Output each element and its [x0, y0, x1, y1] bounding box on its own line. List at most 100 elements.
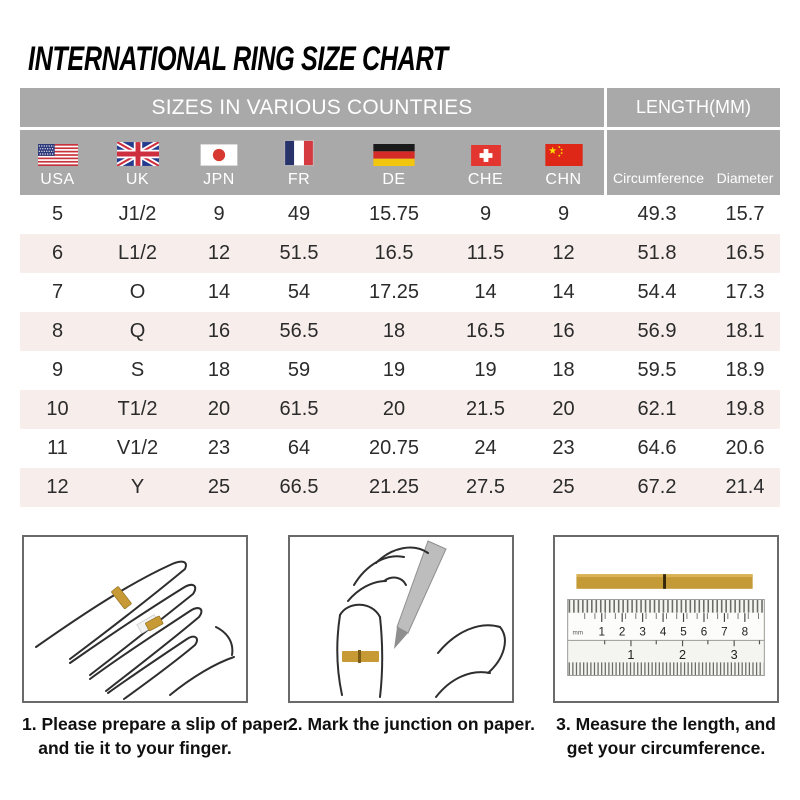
table-row: 5 J1/2 9 49 15.75 9 9 49.3 15.7 [20, 195, 780, 234]
table-cell: 16.5 [374, 242, 414, 264]
table-cell: 25 [207, 476, 231, 498]
instruction-step-3: mm 1 2 3 4 5 6 7 8 [553, 535, 779, 760]
table-cell: 54.4 [637, 281, 677, 303]
table-cell: 15.75 [368, 203, 420, 225]
table-cell: 20 [382, 398, 406, 420]
table-cell: 66.5 [279, 476, 319, 498]
table-cell: 49 [287, 203, 311, 225]
circumference-header: Circumference [604, 130, 710, 195]
table-row: 7 O 14 54 17.25 14 14 54.4 17.3 [20, 273, 780, 312]
table-cell: 18 [207, 359, 231, 381]
ruler-cm-number: 6 [701, 626, 708, 639]
table-cell: 6 [51, 242, 64, 264]
ruler-cm-number: 4 [660, 626, 667, 639]
table-cell: 20 [207, 398, 231, 420]
step2-caption: 2. Mark the junction on paper. [288, 712, 535, 736]
table-cell: 23 [552, 437, 575, 459]
table-cell: 24 [474, 437, 497, 459]
table-cell: 5 [51, 203, 64, 225]
table-cell: 67.2 [637, 476, 677, 498]
table-cell: 18.1 [725, 320, 765, 342]
table-cell: 12 [46, 476, 69, 498]
france-flag-icon [284, 140, 314, 166]
uk-flag-icon [115, 139, 160, 169]
group-header-sizes: SIZES IN VARIOUS COUNTRIES [20, 88, 604, 130]
table-row: 6 L1/2 12 51.5 16.5 11.5 12 51.8 16.5 [20, 234, 780, 273]
table-cell: 14 [552, 281, 575, 303]
ruler-inch-number: 3 [731, 648, 738, 662]
country-header-uk: UK [95, 130, 180, 195]
page-title: INTERNATIONAL RING SIZE CHART [28, 40, 448, 78]
japan-flag-icon [200, 144, 238, 166]
table-cell: 9 [557, 203, 570, 225]
usa-flag-icon [37, 144, 78, 166]
table-cell: 61.5 [279, 398, 319, 420]
china-flag-icon [544, 144, 583, 166]
ruler-cm-number: 5 [680, 626, 687, 639]
table-header: SIZES IN VARIOUS COUNTRIES LENGTH(MM) [20, 88, 780, 195]
table-cell: 18 [552, 359, 575, 381]
table-cell: 59.5 [637, 359, 677, 381]
table-cell: 15.7 [725, 203, 765, 225]
table-body: 5 J1/2 9 49 15.75 9 9 49.3 15.7 6 L1/2 12 51.5 16.5 11… [20, 195, 780, 507]
table-cell: 9 [213, 203, 225, 225]
caption-line: and tie it to your finger. [38, 738, 232, 758]
table-cell: 8 [51, 320, 64, 342]
table-cell: 11.5 [466, 242, 505, 264]
instruction-step-1: 1. Please prepare a slip of paper and ti… [22, 535, 290, 760]
switzerland-flag-icon [470, 145, 501, 166]
table-cell: Q [129, 320, 146, 342]
table-row: 10 T1/2 20 61.5 20 21.5 20 62.1 19.8 [20, 390, 780, 429]
table-cell: 17.25 [368, 281, 420, 303]
table-cell: 12 [552, 242, 575, 264]
ruler-cm-number: 1 [598, 626, 605, 639]
country-label: USA [40, 171, 75, 188]
table-cell: 64.6 [637, 437, 677, 459]
table-cell: 16.5 [466, 320, 505, 342]
table-cell: 14 [207, 281, 231, 303]
table-cell: O [129, 281, 146, 303]
table-cell: 16.5 [725, 242, 765, 264]
table-cell: J1/2 [118, 203, 157, 225]
table-cell: V1/2 [116, 437, 159, 459]
caption-line: 3. Measure the length, and [556, 714, 776, 734]
instruction-step-2: 2. Mark the junction on paper. [288, 535, 535, 736]
step3-caption: 3. Measure the length, and get your circ… [553, 712, 779, 760]
table-row: 9 S 18 59 19 19 18 59.5 18.9 [20, 351, 780, 390]
table-cell: 54 [287, 281, 311, 303]
ruler-illustration: mm 1 2 3 4 5 6 7 8 [553, 535, 779, 703]
table-cell: 21.4 [725, 476, 765, 498]
table-cell: 14 [474, 281, 497, 303]
table-cell: Y [130, 476, 145, 498]
country-header-che: CHE [448, 130, 523, 195]
ruler-unit-label: mm [573, 630, 584, 637]
country-header-usa: USA [20, 130, 95, 195]
table-cell: 51.5 [279, 242, 319, 264]
table-cell: 9 [51, 359, 64, 381]
table-cell: 59 [287, 359, 311, 381]
table-cell: 27.5 [466, 476, 505, 498]
country-header-chn: CHN [523, 130, 604, 195]
ruler-cm-number: 2 [619, 626, 626, 639]
table-cell: 19 [474, 359, 497, 381]
table-cell: 23 [207, 437, 231, 459]
ruler-cm-number: 7 [721, 626, 728, 639]
table-cell: 19.8 [725, 398, 765, 420]
ruler-inch-number: 1 [627, 648, 634, 662]
table-cell: S [130, 359, 145, 381]
country-label: UK [125, 171, 150, 188]
table-cell: 21.5 [466, 398, 505, 420]
caption-line: 1. Please prepare a slip of paper [22, 714, 290, 734]
country-label: FR [287, 171, 311, 188]
table-row: 8 Q 16 56.5 18 16.5 16 56.9 18.1 [20, 312, 780, 351]
table-cell: 20.6 [725, 437, 765, 459]
step1-caption: 1. Please prepare a slip of paper and ti… [22, 712, 290, 760]
germany-flag-icon [373, 144, 415, 166]
ruler-inch-number: 2 [679, 648, 686, 662]
table-cell: 21.25 [368, 476, 420, 498]
diameter-header: Diameter [716, 170, 774, 186]
table-cell: 9 [479, 203, 492, 225]
table-cell: T1/2 [117, 398, 158, 420]
table-cell: 12 [207, 242, 231, 264]
country-label: JPN [203, 171, 235, 188]
